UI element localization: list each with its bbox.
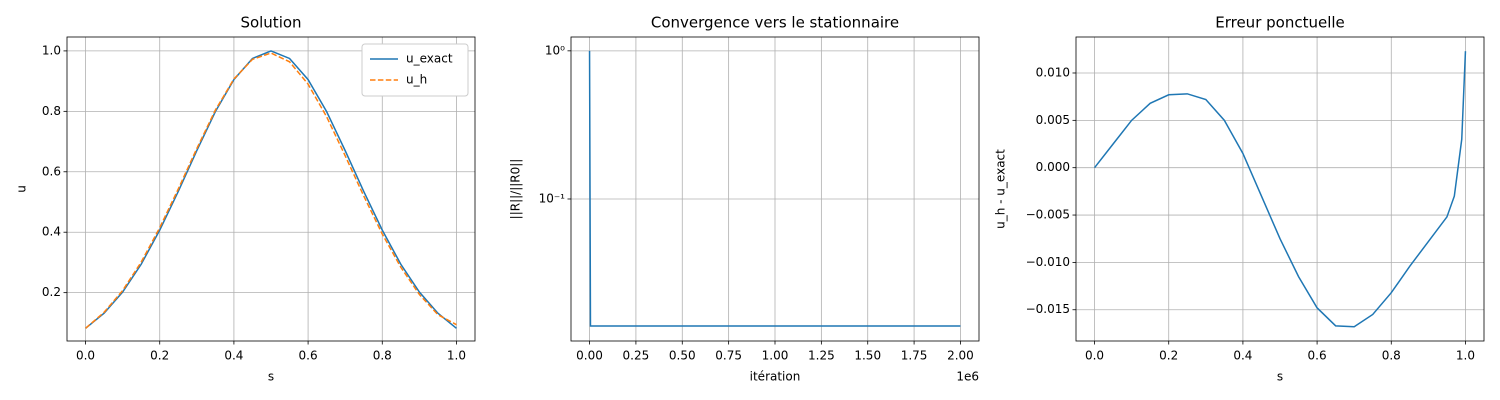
y-tick-label: 0.005 xyxy=(1036,113,1070,127)
x-tick-label: 0.75 xyxy=(715,349,742,363)
y-tick-label: 0.6 xyxy=(42,164,61,178)
legend-box xyxy=(361,43,469,97)
x-tick-label: 0.50 xyxy=(669,349,696,363)
chart-title: Convergence vers le stationnaire xyxy=(651,14,899,32)
y-tick-label: 0.8 xyxy=(42,104,61,118)
y-tick-label: −0.005 xyxy=(1026,208,1070,222)
y-tick-label: 0.4 xyxy=(42,225,61,239)
y-axis-label: u_h - u_exact xyxy=(994,149,1008,229)
data-line xyxy=(85,52,457,329)
x-tick-label: 1.0 xyxy=(1456,349,1475,363)
x-tick-label: 0.0 xyxy=(1085,349,1104,363)
x-tick-label: 0.6 xyxy=(299,349,318,363)
chart-title: Solution xyxy=(240,14,301,32)
data-line xyxy=(588,50,961,327)
x-tick-label: 1.75 xyxy=(901,349,928,363)
axes-frame xyxy=(66,36,476,342)
x-tick-label: 1.0 xyxy=(447,349,466,363)
subplot: 0.0 0.2 0.4 0.6 0.8 1.0 0.2 0.4 0.6 0.8 1.0 Solutio… xyxy=(15,14,476,384)
legend-label: u_h xyxy=(406,73,427,87)
x-axis-label: itération xyxy=(750,370,801,384)
x-tick-label: 0.00 xyxy=(576,349,603,363)
subplot: 0.0 0.2 0.4 0.6 0.8 1.0 −0.015 −0.010 −0.005 0.00… xyxy=(994,14,1485,384)
x-tick-label: 0.4 xyxy=(1233,349,1252,363)
data-line xyxy=(85,50,457,329)
axes-frame xyxy=(1075,36,1485,342)
legend-label: u_exact xyxy=(406,52,453,66)
subplot: 0.00 0.25 0.50 0.75 1.00 1.25 1.50 1.75 2.00 10⁻¹… xyxy=(509,14,980,384)
y-tick-label: 1.0 xyxy=(42,43,61,57)
y-axis-label: u xyxy=(15,185,29,193)
x-tick-label: 0.25 xyxy=(623,349,650,363)
x-offset-label: 1e6 xyxy=(956,370,979,384)
x-tick-label: 0.4 xyxy=(224,349,243,363)
x-tick-label: 0.8 xyxy=(1382,349,1401,363)
x-tick-label: 0.6 xyxy=(1308,349,1327,363)
x-tick-label: 1.00 xyxy=(762,349,789,363)
y-tick-label: 0.000 xyxy=(1036,160,1070,174)
plot-area xyxy=(1076,37,1484,341)
x-tick-label: 0.2 xyxy=(1159,349,1178,363)
data-line xyxy=(1093,51,1467,328)
x-tick-label: 0.0 xyxy=(76,349,95,363)
axes-frame xyxy=(570,36,980,342)
y-tick-label: 10⁰ xyxy=(545,43,565,57)
chart-title: Erreur ponctuelle xyxy=(1215,14,1345,32)
y-tick-label: −0.015 xyxy=(1026,302,1070,316)
x-tick-label: 0.8 xyxy=(373,349,392,363)
y-tick-label: 10⁻¹ xyxy=(539,191,566,205)
y-axis-label: ||R||/||R0|| xyxy=(509,159,523,220)
x-tick-label: 1.25 xyxy=(808,349,835,363)
x-axis-label: s xyxy=(268,370,274,384)
x-tick-label: 1.50 xyxy=(854,349,881,363)
x-tick-label: 0.2 xyxy=(150,349,169,363)
y-tick-label: −0.010 xyxy=(1026,255,1070,269)
x-axis-label: s xyxy=(1277,370,1283,384)
y-tick-label: 0.2 xyxy=(42,285,61,299)
x-tick-label: 2.00 xyxy=(947,349,974,363)
y-tick-label: 0.010 xyxy=(1036,65,1070,79)
